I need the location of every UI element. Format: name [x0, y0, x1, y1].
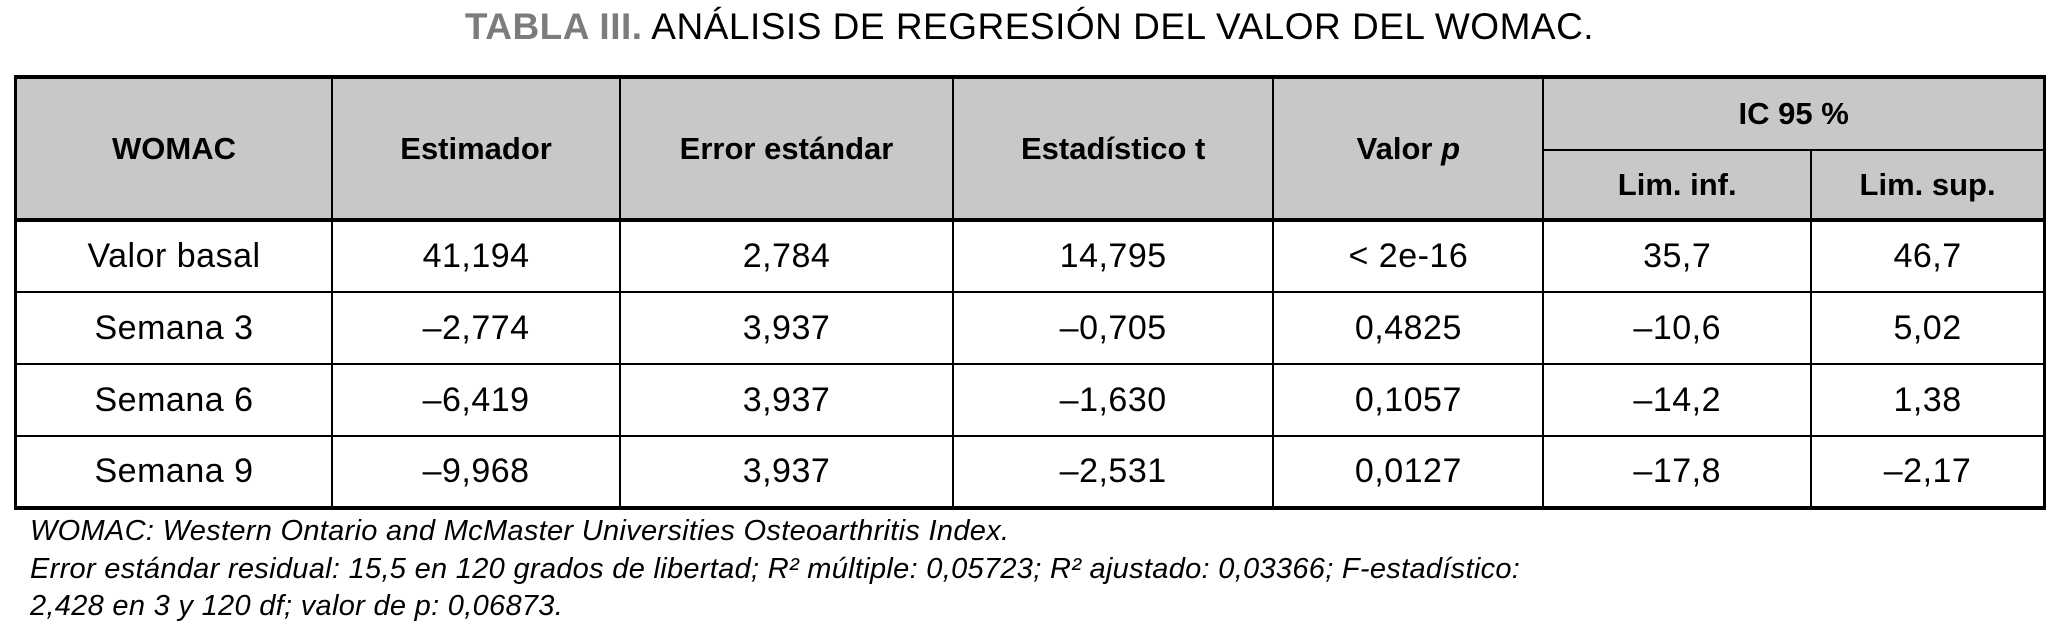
- table-body: Valor basal 41,194 2,784 14,795 < 2e-16 …: [14, 218, 2046, 509]
- footnote-line: Error estándar residual: 15,5 en 120 gra…: [30, 552, 1521, 585]
- cell-estadistico-t: –1,630: [951, 363, 1275, 437]
- cell-label: Semana 3: [14, 291, 334, 365]
- cell-error-estandar: 2,784: [619, 218, 954, 293]
- cell-valor-p: 0,0127: [1272, 435, 1545, 509]
- cell-valor-p: < 2e-16: [1272, 218, 1545, 293]
- cell-label: Semana 6: [14, 363, 334, 437]
- valor-p-text: Valor: [1356, 130, 1433, 166]
- table-title: TABLA III. ANÁLISIS DE REGRESIÓN DEL VAL…: [0, 6, 2059, 48]
- footnote-line: WOMAC: Western Ontario and McMaster Univ…: [30, 515, 1010, 547]
- valor-p-symbol: p: [1441, 130, 1461, 166]
- table-row-semana-6: Semana 6 –6,419 3,937 –1,630 0,1057 –14,…: [14, 363, 2046, 437]
- column-header-lim-inf: Lim. inf.: [1542, 149, 1813, 221]
- regression-table: WOMAC Estimador Error estándar Estadísti…: [14, 75, 2046, 510]
- column-header-estadistico-t: Estadístico t: [951, 76, 1275, 221]
- cell-estadistico-t: –2,531: [951, 435, 1275, 509]
- table-title-text: ANÁLISIS DE REGRESIÓN DEL VALOR DEL WOMA…: [651, 6, 1595, 47]
- column-header-valor-p: Valor p: [1272, 76, 1545, 221]
- cell-lim-inf: –14,2: [1542, 363, 1813, 437]
- cell-lim-sup: 1,38: [1810, 363, 2046, 437]
- cell-lim-sup: –2,17: [1810, 435, 2046, 509]
- cell-label: Semana 9: [14, 435, 334, 509]
- column-header-womac: WOMAC: [14, 76, 334, 221]
- cell-valor-p: 0,1057: [1272, 363, 1545, 437]
- cell-lim-sup: 5,02: [1810, 291, 2046, 365]
- table-row-semana-3: Semana 3 –2,774 3,937 –0,705 0,4825 –10,…: [14, 291, 2046, 365]
- cell-estimador: –9,968: [331, 435, 622, 509]
- table-row-valor-basal: Valor basal 41,194 2,784 14,795 < 2e-16 …: [14, 218, 2046, 293]
- column-header-lim-sup: Lim. sup.: [1810, 149, 2046, 221]
- cell-estimador: 41,194: [331, 218, 622, 293]
- cell-valor-p: 0,4825: [1272, 291, 1545, 365]
- cell-estimador: –2,774: [331, 291, 622, 365]
- column-header-estimador: Estimador: [331, 76, 622, 221]
- cell-lim-inf: –10,6: [1542, 291, 1813, 365]
- cell-lim-sup: 46,7: [1810, 218, 2046, 293]
- cell-error-estandar: 3,937: [619, 363, 954, 437]
- cell-lim-inf: 35,7: [1542, 218, 1813, 293]
- table-title-label: TABLA III.: [464, 6, 643, 47]
- column-header-error-estandar: Error estándar: [619, 76, 954, 221]
- table-footnotes: WOMAC: Western Ontario and McMaster Univ…: [30, 513, 1520, 626]
- cell-error-estandar: 3,937: [619, 291, 954, 365]
- cell-lim-inf: –17,8: [1542, 435, 1813, 509]
- table-row-semana-9: Semana 9 –9,968 3,937 –2,531 0,0127 –17,…: [14, 435, 2046, 509]
- table-header: WOMAC Estimador Error estándar Estadísti…: [14, 76, 2046, 221]
- cell-estimador: –6,419: [331, 363, 622, 437]
- column-header-ic95: IC 95 %: [1542, 76, 2046, 151]
- cell-error-estandar: 3,937: [619, 435, 954, 509]
- cell-estadistico-t: 14,795: [951, 218, 1275, 293]
- cell-label: Valor basal: [14, 218, 334, 293]
- footnote-line: 2,428 en 3 y 120 df; valor de p: 0,06873…: [30, 590, 564, 622]
- cell-estadistico-t: –0,705: [951, 291, 1275, 365]
